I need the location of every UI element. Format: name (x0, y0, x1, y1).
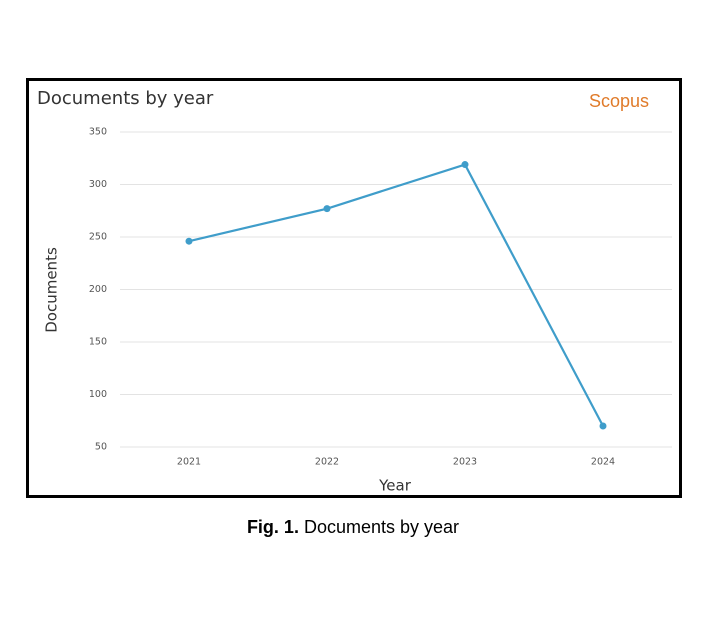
x-axis-label: Year (378, 477, 412, 495)
x-tick-label: 2022 (315, 457, 339, 468)
y-tick-label: 100 (89, 389, 107, 400)
point (599, 422, 607, 430)
caption-label: Fig. 1. (247, 517, 299, 537)
y-tick-label: 300 (89, 179, 107, 190)
point (323, 205, 331, 213)
chart-title: Documents by year (37, 88, 214, 109)
caption-text: Documents by year (304, 517, 459, 537)
x-tick-label: 2021 (177, 457, 201, 468)
point (185, 237, 193, 245)
y-tick-label: 350 (89, 127, 107, 138)
source-logo: Scopus (589, 91, 649, 111)
y-tick-label: 50 (95, 442, 107, 453)
point (461, 161, 469, 169)
y-tick-label: 200 (89, 284, 107, 295)
caption: Fig. 1. Documents by year (247, 517, 459, 537)
x-tick-label: 2023 (453, 457, 477, 468)
x-tick-label: 2024 (591, 457, 615, 468)
figure-frame (26, 78, 682, 498)
line (188, 163, 604, 427)
y-tick-label: 150 (89, 337, 107, 348)
y-tick-label: 250 (89, 232, 107, 243)
y-axis-label: Documents (43, 247, 61, 333)
